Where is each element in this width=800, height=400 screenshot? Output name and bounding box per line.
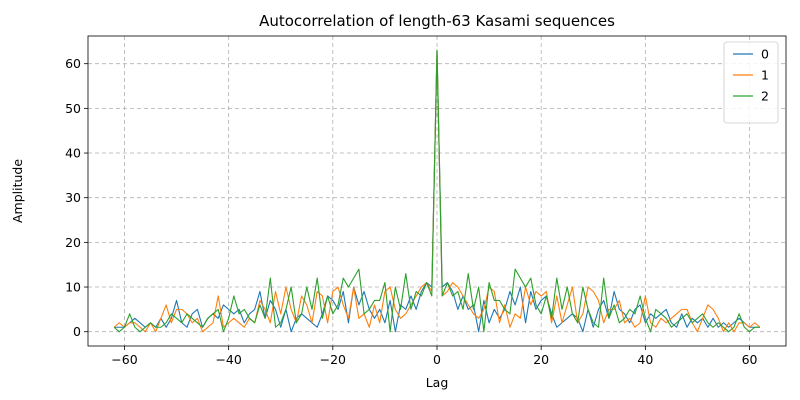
- legend-label-2: 2: [761, 89, 769, 104]
- legend-label-1: 1: [761, 68, 769, 83]
- legend-label-0: 0: [761, 47, 769, 62]
- y-tick-label: 20: [65, 235, 81, 250]
- chart-title: Autocorrelation of length-63 Kasami sequ…: [259, 12, 615, 30]
- grid: [88, 36, 786, 346]
- x-tick-label: −40: [215, 352, 241, 367]
- y-tick-label: 10: [65, 280, 81, 295]
- x-tick-label: −60: [111, 352, 137, 367]
- y-axis-title: Amplitude: [10, 159, 25, 223]
- series-layer: [113, 49, 761, 333]
- x-tick-label: 60: [742, 352, 758, 367]
- y-tick-label: 30: [65, 190, 81, 205]
- series-line-2: [113, 49, 760, 333]
- y-tick-label: 60: [65, 56, 81, 71]
- x-tick-label: −20: [320, 352, 346, 367]
- y-tick-label: 40: [65, 146, 81, 161]
- y-ticks: 0 10 20 30 40 50 60: [65, 56, 88, 339]
- x-tick-label: 20: [533, 352, 549, 367]
- x-axis-title: Lag: [426, 375, 449, 390]
- y-tick-label: 50: [65, 101, 81, 116]
- legend-box: [723, 41, 779, 124]
- x-tick-label: 0: [433, 352, 441, 367]
- x-tick-label: 40: [637, 352, 653, 367]
- x-ticks: −60 −40 −20 0 20 40 60: [111, 346, 758, 367]
- y-tick-label: 0: [73, 324, 81, 339]
- legend: 0 1 2: [723, 41, 779, 124]
